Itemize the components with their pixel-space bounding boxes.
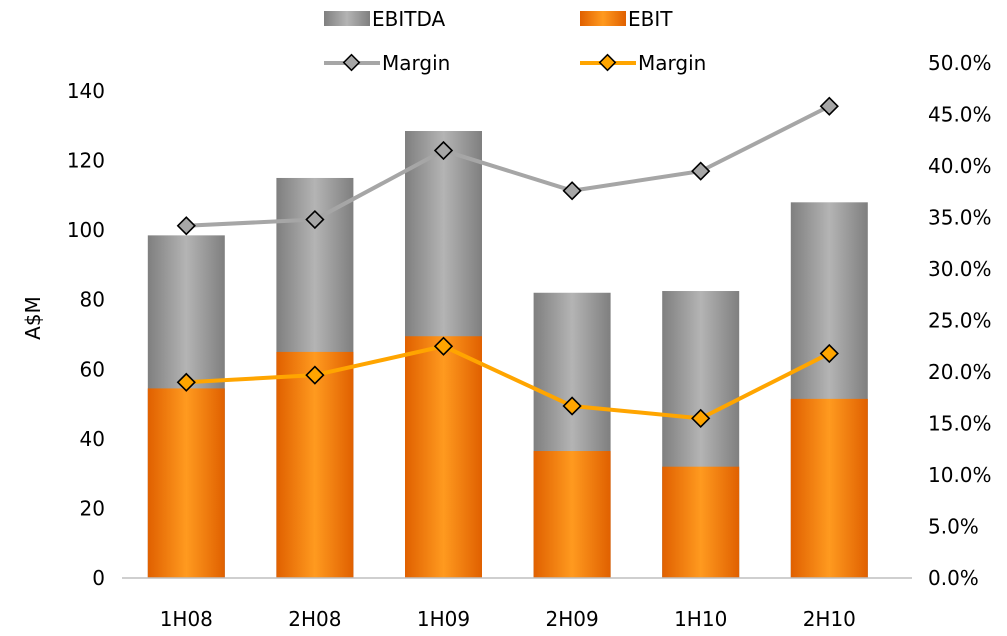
- marker-margin-2-1h10: [692, 163, 709, 180]
- y2-tick-label: 25.0%: [928, 309, 992, 333]
- y-tick-label: 20: [80, 496, 105, 520]
- y-tick-label: 100: [67, 218, 105, 242]
- y-tick-label: 80: [80, 288, 105, 312]
- y2-tick-label: 45.0%: [928, 103, 992, 127]
- y-axis-title: A$M: [21, 296, 45, 340]
- marker-margin-2-2h10: [821, 98, 838, 115]
- legend-swatch-ebitda: [324, 11, 370, 26]
- legend-label-margin-orange: Margin: [638, 51, 706, 75]
- x-tick-label-2h10: 2H10: [803, 607, 856, 631]
- x-axis-ticks: 1H08 2H08 1H09 2H09 1H10 2H10: [160, 607, 856, 631]
- bar-ebit-2h08: [276, 352, 353, 578]
- legend: EBITDA EBIT Margin Margin: [324, 7, 706, 75]
- x-tick-label-2h08: 2H08: [288, 607, 341, 631]
- y2-tick-label: 15.0%: [928, 412, 992, 436]
- bar-ebit-1h08: [148, 388, 225, 578]
- legend-label-margin-grey: Margin: [382, 51, 450, 75]
- marker-margin-2-1h08: [178, 217, 195, 234]
- y2-tick-label: 30.0%: [928, 257, 992, 281]
- y-tick-label: 140: [67, 79, 105, 103]
- x-tick-label-1h10: 1H10: [674, 607, 727, 631]
- bars: [148, 131, 868, 578]
- y-tick-label: 120: [67, 149, 105, 173]
- bar-ebit-2h10: [791, 399, 868, 578]
- x-tick-label-2h09: 2H09: [545, 607, 598, 631]
- legend-label-ebitda: EBITDA: [372, 7, 446, 31]
- legend-label-ebit: EBIT: [628, 7, 673, 31]
- y-tick-label: 0: [92, 566, 105, 590]
- x-tick-label-1h08: 1H08: [160, 607, 213, 631]
- marker-margin-2-2h09: [564, 182, 581, 199]
- legend-marker-margin-orange: [600, 55, 616, 71]
- y2-tick-label: 10.0%: [928, 463, 992, 487]
- y-axis-ticks: 0 20 40 60 80 100 120 140: [67, 79, 105, 590]
- y2-tick-label: 5.0%: [928, 515, 979, 539]
- legend-marker-margin-grey: [344, 55, 360, 71]
- bar-ebit-1h09: [405, 336, 482, 578]
- y2-tick-label: 20.0%: [928, 360, 992, 384]
- y2-tick-label: 40.0%: [928, 154, 992, 178]
- y2-tick-label: 35.0%: [928, 206, 992, 230]
- y2-tick-label: 50.0%: [928, 51, 992, 75]
- y2-axis-ticks: 0.0% 5.0% 10.0% 15.0% 20.0% 25.0% 30.0% 35.0% 40…: [928, 51, 992, 590]
- legend-swatch-ebit: [580, 11, 626, 26]
- y2-tick-label: 0.0%: [928, 566, 979, 590]
- bar-ebit-1h10: [662, 467, 739, 578]
- bar-ebit-2h09: [534, 451, 611, 578]
- x-tick-label-1h09: 1H09: [417, 607, 470, 631]
- y-tick-label: 60: [80, 357, 105, 381]
- y-tick-label: 40: [80, 427, 105, 451]
